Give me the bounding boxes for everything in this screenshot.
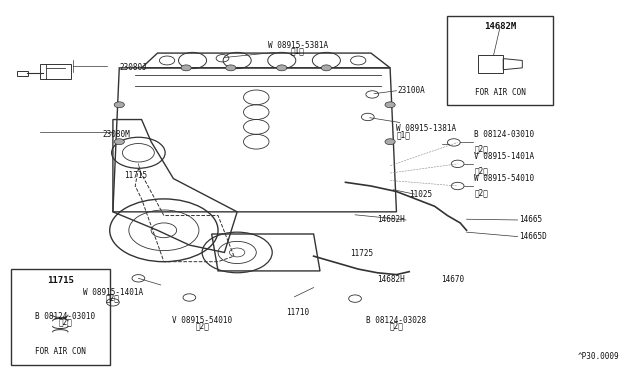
Text: （1）: （1） [396, 130, 410, 139]
Text: 14682H: 14682H [378, 275, 405, 283]
Text: （2）: （2） [474, 188, 488, 197]
Text: 11725: 11725 [351, 249, 374, 258]
Text: （2）: （2） [474, 145, 488, 154]
Text: 23080M: 23080M [102, 130, 130, 139]
Text: V 08915-1401A: V 08915-1401A [474, 152, 534, 161]
Text: 14665: 14665 [519, 215, 542, 224]
Text: 11715: 11715 [47, 276, 74, 285]
Text: V 08915-54010: V 08915-54010 [172, 316, 232, 325]
Text: 23080J: 23080J [119, 63, 147, 72]
Circle shape [181, 65, 191, 71]
Circle shape [114, 139, 124, 145]
Text: （2）: （2） [474, 166, 488, 175]
Circle shape [385, 102, 395, 108]
Text: W 08915-1381A: W 08915-1381A [396, 124, 456, 133]
Text: 14682M: 14682M [484, 22, 516, 31]
Text: （2）: （2） [106, 293, 120, 302]
Circle shape [321, 65, 332, 71]
Text: （2）: （2） [58, 318, 72, 327]
Text: B 08124-03010: B 08124-03010 [35, 312, 95, 321]
Circle shape [114, 102, 124, 108]
Text: 14670: 14670 [441, 275, 464, 283]
Circle shape [385, 139, 395, 145]
Text: 23100A: 23100A [397, 86, 426, 94]
Text: （2）: （2） [195, 321, 209, 330]
Text: W 08915-5381A: W 08915-5381A [268, 41, 328, 50]
Text: （1）: （1） [291, 46, 305, 55]
Text: FOR AIR CON: FOR AIR CON [475, 89, 525, 97]
Text: W 08915-1401A: W 08915-1401A [83, 288, 143, 296]
Text: B 08124-03028: B 08124-03028 [367, 316, 426, 325]
Text: 14665D: 14665D [519, 232, 547, 241]
Text: 11715: 11715 [124, 171, 147, 180]
Text: （2）: （2） [390, 321, 403, 330]
Text: B 08124-03010: B 08124-03010 [474, 131, 534, 140]
Circle shape [276, 65, 287, 71]
Bar [11, 269, 109, 365]
Text: 14682H: 14682H [378, 215, 405, 224]
Bar [447, 16, 552, 105]
Text: ^P30.0009: ^P30.0009 [578, 352, 620, 361]
Text: 11025: 11025 [409, 190, 433, 199]
Text: W 08915-54010: W 08915-54010 [474, 174, 534, 183]
Text: FOR AIR CON: FOR AIR CON [35, 347, 86, 356]
Text: 11710: 11710 [286, 308, 309, 317]
Circle shape [226, 65, 236, 71]
